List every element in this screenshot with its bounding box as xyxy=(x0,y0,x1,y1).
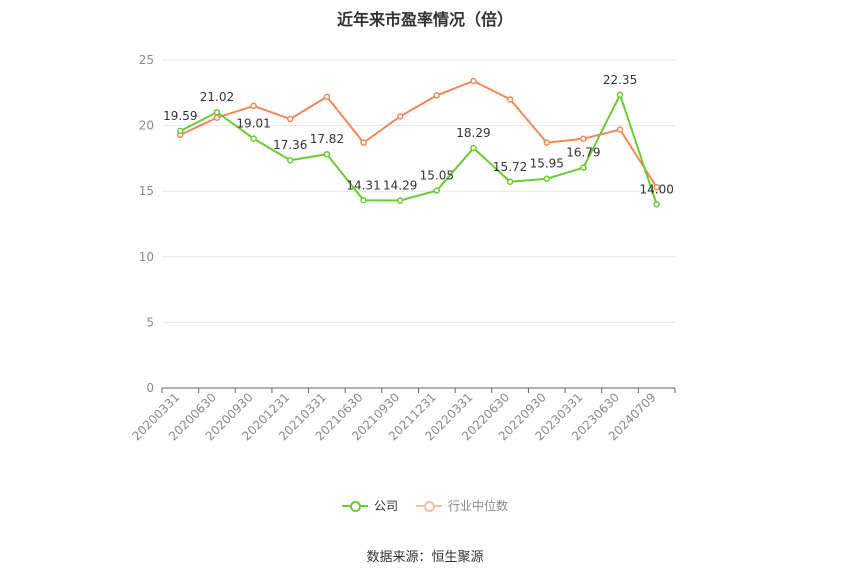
data-label-company: 19.01 xyxy=(236,117,270,131)
data-point-company xyxy=(287,156,294,164)
legend-item-company[interactable]: 公司 xyxy=(341,497,398,514)
legend-industry-marker-icon xyxy=(416,500,442,512)
y-tick-label: 10 xyxy=(139,250,154,264)
data-point-industry xyxy=(506,96,514,103)
y-tick-label: 25 xyxy=(139,53,154,67)
data-label-company: 17.36 xyxy=(273,138,307,152)
source-note: 数据来源：恒生聚源 xyxy=(366,550,484,565)
data-point-industry xyxy=(250,102,257,110)
data-point-company xyxy=(653,201,660,208)
data-label-company: 14.31 xyxy=(346,178,380,192)
data-label-company: 14.29 xyxy=(383,179,417,193)
data-point-industry xyxy=(323,93,331,100)
legend-company-label: 公司 xyxy=(373,499,398,513)
data-point-company xyxy=(616,91,624,99)
data-point-industry xyxy=(287,115,294,123)
data-point-industry xyxy=(360,139,367,146)
grid-lines xyxy=(162,59,675,323)
y-tick-label: 20 xyxy=(139,119,154,133)
data-label-company: 14.00 xyxy=(639,182,673,196)
data-point-company xyxy=(250,135,257,142)
series-layer xyxy=(177,77,660,208)
y-tick-label: 5 xyxy=(146,315,154,329)
data-label-company: 19.59 xyxy=(163,109,197,123)
legend-company-marker-icon xyxy=(341,500,368,512)
data-point-company xyxy=(580,164,587,171)
data-point-industry xyxy=(580,135,587,142)
data-point-company xyxy=(506,178,514,186)
data-point-company xyxy=(470,144,477,152)
data-point-company xyxy=(213,108,221,116)
data-point-company xyxy=(177,127,184,135)
data-point-company xyxy=(543,175,550,182)
data-point-industry xyxy=(213,114,221,121)
series-line-company xyxy=(179,93,658,205)
data-label-company: 18.29 xyxy=(456,126,490,140)
data-point-industry xyxy=(396,113,404,120)
series-line-industry xyxy=(179,79,658,188)
data-label-company: 15.72 xyxy=(493,160,527,174)
data-point-industry xyxy=(653,184,660,191)
line-chart: 0510152025202003312020063020200930202012… xyxy=(129,53,676,443)
data-point-company xyxy=(360,197,367,204)
data-label-company: 16.79 xyxy=(566,146,600,160)
y-tick-label: 0 xyxy=(146,381,154,395)
data-point-company xyxy=(323,150,331,158)
legend-item-industry[interactable]: 行业中位数 xyxy=(416,497,508,514)
data-label-company: 15.05 xyxy=(420,169,454,183)
legend: 公司 行业中位数 xyxy=(0,497,850,514)
y-tick-label: 15 xyxy=(139,184,154,198)
legend-industry-label: 行业中位数 xyxy=(448,499,509,513)
data-point-company xyxy=(396,197,404,204)
data-label-company: 21.02 xyxy=(200,90,234,104)
data-point-company xyxy=(433,187,441,194)
chart-title: 近年来市盈率情况（倍） xyxy=(336,10,513,29)
data-point-industry xyxy=(616,126,624,133)
data-label-company: 15.95 xyxy=(530,157,564,171)
data-point-industry xyxy=(543,139,550,146)
data-label-company: 17.82 xyxy=(310,132,344,146)
data-label-company: 22.35 xyxy=(603,73,637,87)
axes: 0510152025202003312020063020200930202012… xyxy=(129,53,676,443)
data-point-industry xyxy=(433,92,441,99)
data-point-industry xyxy=(470,77,477,85)
